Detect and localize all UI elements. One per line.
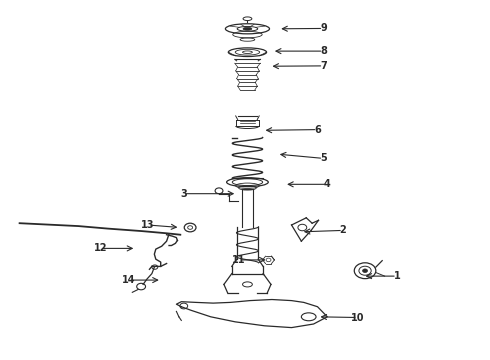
- Text: 6: 6: [314, 125, 321, 135]
- Text: 10: 10: [351, 312, 365, 323]
- Text: 12: 12: [94, 243, 107, 253]
- Text: 9: 9: [320, 23, 327, 33]
- Text: 2: 2: [340, 225, 346, 235]
- Ellipse shape: [243, 27, 252, 30]
- Ellipse shape: [363, 269, 368, 273]
- Text: 8: 8: [320, 46, 327, 56]
- Text: 13: 13: [141, 220, 155, 230]
- Text: 4: 4: [324, 179, 331, 189]
- Text: 7: 7: [320, 61, 327, 71]
- Text: 11: 11: [232, 255, 246, 265]
- Text: 5: 5: [320, 153, 327, 163]
- Text: 3: 3: [180, 189, 187, 199]
- Text: 1: 1: [393, 271, 400, 281]
- Text: 14: 14: [122, 275, 135, 285]
